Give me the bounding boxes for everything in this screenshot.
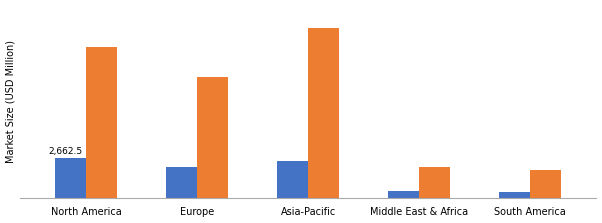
Bar xyxy=(277,161,308,198)
Text: 2,662.5: 2,662.5 xyxy=(48,147,82,156)
Bar xyxy=(86,47,117,198)
Bar xyxy=(499,192,530,198)
Bar xyxy=(197,76,228,198)
Bar xyxy=(530,170,561,198)
Y-axis label: Market Size (USD Million): Market Size (USD Million) xyxy=(5,40,16,163)
Bar xyxy=(55,158,86,198)
Bar xyxy=(166,167,197,198)
Bar xyxy=(388,191,419,198)
Bar xyxy=(308,28,339,198)
Bar xyxy=(419,167,450,198)
